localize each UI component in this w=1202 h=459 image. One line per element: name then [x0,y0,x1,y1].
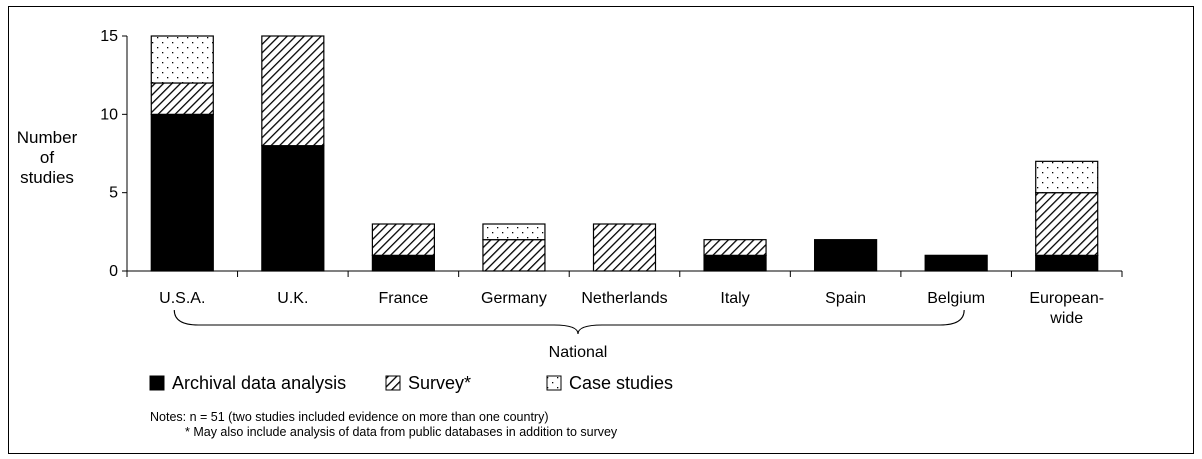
legend: Archival data analysis Survey* Case studie… [149,373,673,393]
bar-segment-solid [703,254,767,272]
note-line: * May also include analysis of data from… [185,425,618,439]
bar-segment-solid [371,254,435,272]
bar-segment-hatch [1035,192,1099,256]
y-tick-label: 15 [100,28,118,45]
bar-segment-hatch [150,82,214,115]
y-tick-label: 0 [109,263,118,280]
bar-segment-solid [261,145,325,272]
x-category-label: Spain [825,290,866,307]
note-line: Notes: n = 51 (two studies included evid… [150,410,549,424]
brace-path [173,309,965,335]
y-tick-label: 5 [109,185,118,202]
x-category-label: Netherlands [581,290,667,307]
bar-segment-hatch [261,35,325,147]
bar-segment-dots [1035,160,1099,194]
bar-segment-solid [1035,254,1099,272]
bar-segment-dots [150,35,214,84]
legend-label: Survey* [408,373,471,393]
x-category-label: Belgium [927,290,985,307]
legend-swatch-hatch [385,375,401,391]
x-category-label: wide [1049,310,1083,327]
x-category-label: Germany [481,290,547,307]
x-axis-labels: U.S.A. U.K. France Germany Netherlands Italy S… [159,290,1104,327]
y-axis-label-line: of [40,148,54,167]
x-category-label: European- [1029,290,1104,307]
y-axis-label-line: Number [17,128,78,147]
x-category-label: U.S.A. [159,290,205,307]
bar-segment-solid [924,254,988,272]
y-tick-label: 10 [100,106,118,123]
legend-label: Archival data analysis [172,373,346,393]
x-category-label: Italy [720,290,749,307]
legend-swatch-solid [149,375,165,391]
bar-segment-hatch [482,239,546,272]
bar-segment-hatch [592,223,657,272]
bars [150,35,1099,272]
bar-segment-dots [482,223,546,241]
bar-segment-solid [150,113,214,272]
group-label-national: National [549,344,608,361]
bar-segment-solid [814,239,878,272]
x-category-label: France [378,290,428,307]
national-bracket [173,309,965,335]
notes: Notes: n = 51 (two studies included evid… [150,410,618,439]
legend-swatch-dots [546,375,562,391]
legend-label: Case studies [569,373,673,393]
x-category-label: U.K. [277,290,308,307]
bar-segment-hatch [371,223,435,256]
y-axis-label: Number of studies [17,128,78,187]
bar-segment-hatch [703,239,767,256]
y-axis-label-line: studies [20,168,74,187]
